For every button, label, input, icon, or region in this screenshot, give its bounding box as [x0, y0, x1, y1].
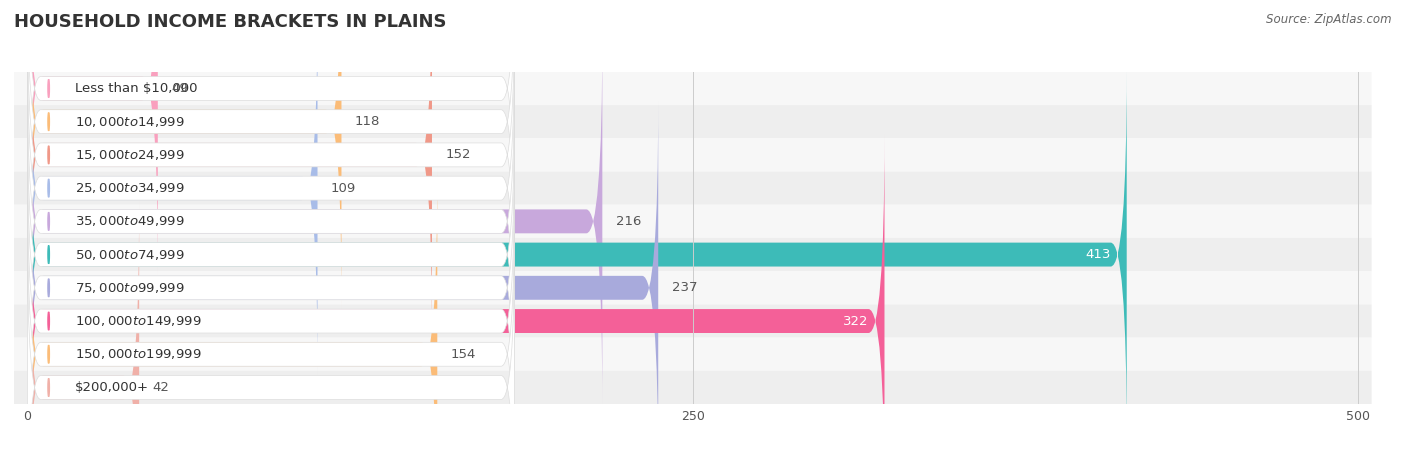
FancyBboxPatch shape [27, 101, 515, 409]
FancyBboxPatch shape [27, 167, 437, 449]
FancyBboxPatch shape [14, 105, 1372, 138]
Text: $25,000 to $34,999: $25,000 to $34,999 [76, 181, 186, 195]
FancyBboxPatch shape [27, 0, 342, 309]
FancyBboxPatch shape [27, 167, 515, 449]
FancyBboxPatch shape [14, 238, 1372, 271]
Text: $100,000 to $149,999: $100,000 to $149,999 [76, 314, 202, 328]
Text: $150,000 to $199,999: $150,000 to $199,999 [76, 347, 202, 361]
Text: 109: 109 [330, 182, 356, 194]
FancyBboxPatch shape [27, 134, 884, 449]
Circle shape [48, 279, 49, 297]
FancyBboxPatch shape [27, 67, 1126, 442]
Text: 152: 152 [446, 149, 471, 161]
FancyBboxPatch shape [27, 233, 515, 449]
FancyBboxPatch shape [14, 138, 1372, 172]
FancyBboxPatch shape [27, 34, 515, 342]
FancyBboxPatch shape [14, 205, 1372, 238]
Text: $50,000 to $74,999: $50,000 to $74,999 [76, 247, 186, 262]
FancyBboxPatch shape [27, 34, 602, 409]
FancyBboxPatch shape [14, 371, 1372, 404]
Circle shape [48, 212, 49, 230]
Circle shape [48, 246, 49, 264]
FancyBboxPatch shape [27, 200, 139, 449]
Text: 42: 42 [152, 381, 169, 394]
Circle shape [48, 113, 49, 131]
FancyBboxPatch shape [27, 0, 432, 342]
FancyBboxPatch shape [27, 101, 658, 449]
Circle shape [48, 345, 49, 363]
FancyBboxPatch shape [27, 1, 515, 309]
Circle shape [48, 179, 49, 197]
Text: 413: 413 [1085, 248, 1111, 261]
Text: $35,000 to $49,999: $35,000 to $49,999 [76, 214, 186, 229]
Circle shape [48, 146, 49, 164]
FancyBboxPatch shape [14, 172, 1372, 205]
Text: 216: 216 [616, 215, 641, 228]
Circle shape [48, 312, 49, 330]
Text: Source: ZipAtlas.com: Source: ZipAtlas.com [1267, 13, 1392, 26]
Text: $10,000 to $14,999: $10,000 to $14,999 [76, 114, 186, 129]
Text: HOUSEHOLD INCOME BRACKETS IN PLAINS: HOUSEHOLD INCOME BRACKETS IN PLAINS [14, 13, 447, 31]
FancyBboxPatch shape [27, 67, 515, 375]
FancyBboxPatch shape [14, 271, 1372, 304]
Text: 237: 237 [672, 282, 697, 294]
FancyBboxPatch shape [27, 0, 157, 276]
Text: $15,000 to $24,999: $15,000 to $24,999 [76, 148, 186, 162]
Circle shape [48, 379, 49, 396]
Text: 322: 322 [844, 315, 869, 327]
Text: 49: 49 [172, 82, 188, 95]
Text: 118: 118 [354, 115, 380, 128]
FancyBboxPatch shape [27, 134, 515, 442]
Text: $200,000+: $200,000+ [76, 381, 149, 394]
FancyBboxPatch shape [27, 0, 515, 276]
Text: $75,000 to $99,999: $75,000 to $99,999 [76, 281, 186, 295]
FancyBboxPatch shape [27, 0, 515, 242]
FancyBboxPatch shape [14, 304, 1372, 338]
Text: Less than $10,000: Less than $10,000 [76, 82, 198, 95]
FancyBboxPatch shape [27, 200, 515, 449]
FancyBboxPatch shape [14, 338, 1372, 371]
FancyBboxPatch shape [14, 72, 1372, 105]
FancyBboxPatch shape [27, 1, 318, 375]
Text: 154: 154 [450, 348, 477, 361]
Circle shape [48, 79, 49, 97]
